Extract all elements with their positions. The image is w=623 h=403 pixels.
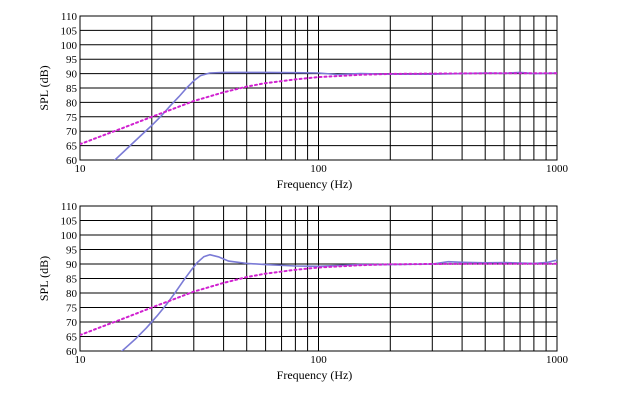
y-tick-label: 60 <box>66 155 78 167</box>
y-tick-label: 85 <box>66 274 78 286</box>
y-tick-label: 65 <box>66 332 78 344</box>
x-axis-label: Frequency (Hz) <box>277 368 353 382</box>
y-tick-label: 70 <box>66 317 78 329</box>
y-tick-label: 95 <box>66 54 78 66</box>
y-tick-label: 100 <box>61 230 78 242</box>
y-axis-label: SPL (dB) <box>37 65 51 110</box>
y-tick-label: 65 <box>66 141 78 153</box>
x-tick-label: 1000 <box>546 354 569 366</box>
x-tick-label: 100 <box>310 354 327 366</box>
y-axis-label: SPL (dB) <box>37 256 51 301</box>
x-tick-label: 100 <box>310 163 327 175</box>
y-tick-label: 80 <box>66 97 78 109</box>
y-tick-label: 80 <box>66 288 78 300</box>
y-tick-label: 105 <box>61 216 78 228</box>
series-line-dotted <box>80 262 557 337</box>
x-axis-label: Frequency (Hz) <box>277 177 353 191</box>
plot-frame <box>79 205 558 352</box>
y-tick-label: 70 <box>66 126 78 138</box>
series-line-solid <box>114 71 557 160</box>
y-tick-label: 90 <box>66 259 78 271</box>
y-tick-label: 110 <box>61 11 78 23</box>
x-tick-label: 1000 <box>546 163 569 175</box>
y-tick-label: 105 <box>61 25 78 37</box>
x-tick-label: 10 <box>75 354 87 366</box>
y-tick-label: 110 <box>61 201 78 213</box>
y-tick-label: 75 <box>66 303 78 315</box>
y-tick-label: 100 <box>61 40 78 52</box>
y-tick-label: 85 <box>66 83 78 95</box>
y-tick-label: 95 <box>66 245 78 257</box>
y-tick-label: 90 <box>66 69 78 81</box>
series-line-dotted <box>80 72 557 146</box>
y-tick-label: 60 <box>66 346 78 358</box>
plot-frame <box>79 15 558 161</box>
y-tick-label: 75 <box>66 112 78 124</box>
x-tick-label: 10 <box>75 163 87 175</box>
